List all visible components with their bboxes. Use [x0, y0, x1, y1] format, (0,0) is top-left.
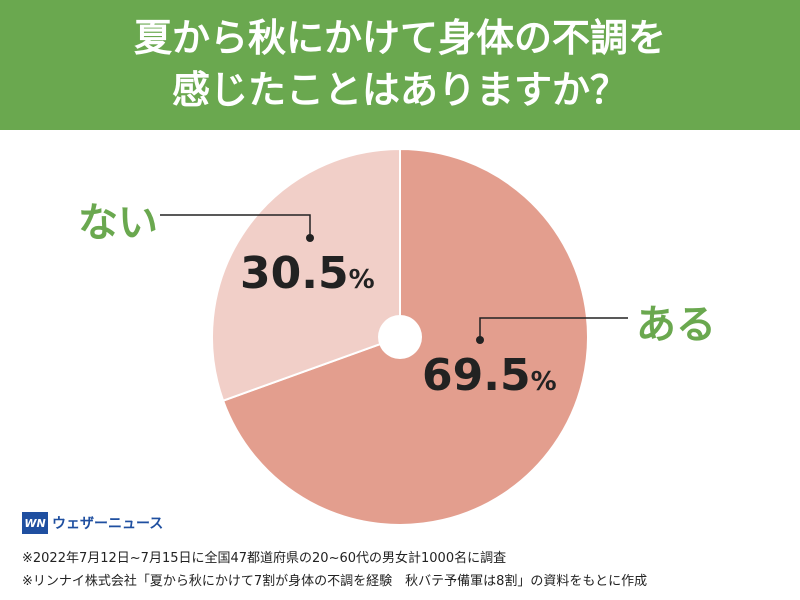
title-line-1: 夏から秋にかけて身体の不調を	[133, 16, 666, 60]
weathernews-logo: WN ウェザーニュース	[22, 512, 163, 534]
value-aru: 69.5%	[422, 350, 557, 401]
logo-mark: WN	[22, 512, 48, 534]
leader-line-nai-dot	[306, 234, 314, 242]
leader-line-nai	[160, 214, 311, 238]
leader-line-aru-dot	[476, 336, 484, 344]
note-1: ※2022年7月12日~7月15日に全国47都道府県の20~60代の男女計100…	[22, 551, 507, 566]
note-2: ※リンナイ株式会社「夏から秋にかけて7割が身体の不調を経験 秋バテ予備軍は8割」…	[22, 574, 648, 589]
pie-slice-nai	[211, 147, 401, 402]
unit: %	[530, 367, 557, 397]
value-aru-number: 69.5	[422, 350, 531, 401]
title-banner: 夏から秋にかけて身体の不調を 感じたことはありますか？	[0, 0, 800, 130]
label-aru: ある	[636, 302, 716, 348]
value-nai: 30.5%	[240, 248, 375, 299]
logo-name: ウェザーニュース	[52, 516, 164, 532]
label-nai: ない	[78, 200, 158, 246]
pie-center-hole	[378, 315, 422, 359]
value-nai-number: 30.5	[240, 248, 349, 299]
unit: %	[348, 265, 375, 295]
leader-line-aru	[479, 317, 628, 340]
title-line-2: 感じたことはありますか？	[171, 68, 628, 112]
